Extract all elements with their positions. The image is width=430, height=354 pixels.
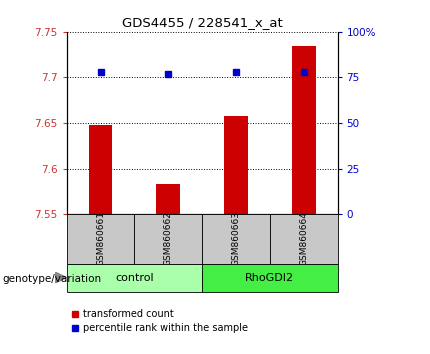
- Text: GSM860663: GSM860663: [231, 211, 240, 267]
- Bar: [292, 46, 316, 214]
- Bar: [67, 214, 134, 264]
- Bar: [270, 214, 338, 264]
- Legend: transformed count, percentile rank within the sample: transformed count, percentile rank withi…: [71, 309, 248, 333]
- Text: control: control: [115, 273, 154, 283]
- Polygon shape: [55, 272, 67, 283]
- Text: GSM860664: GSM860664: [299, 211, 308, 267]
- Bar: [202, 264, 338, 292]
- Bar: [157, 184, 180, 214]
- Bar: [202, 214, 270, 264]
- Bar: [89, 125, 112, 214]
- Text: RhoGDI2: RhoGDI2: [245, 273, 295, 283]
- Bar: [134, 214, 202, 264]
- Bar: [67, 264, 202, 292]
- Text: genotype/variation: genotype/variation: [2, 274, 101, 284]
- Bar: [224, 116, 248, 214]
- Title: GDS4455 / 228541_x_at: GDS4455 / 228541_x_at: [122, 16, 283, 29]
- Text: GSM860662: GSM860662: [164, 211, 173, 267]
- Text: GSM860661: GSM860661: [96, 211, 105, 267]
